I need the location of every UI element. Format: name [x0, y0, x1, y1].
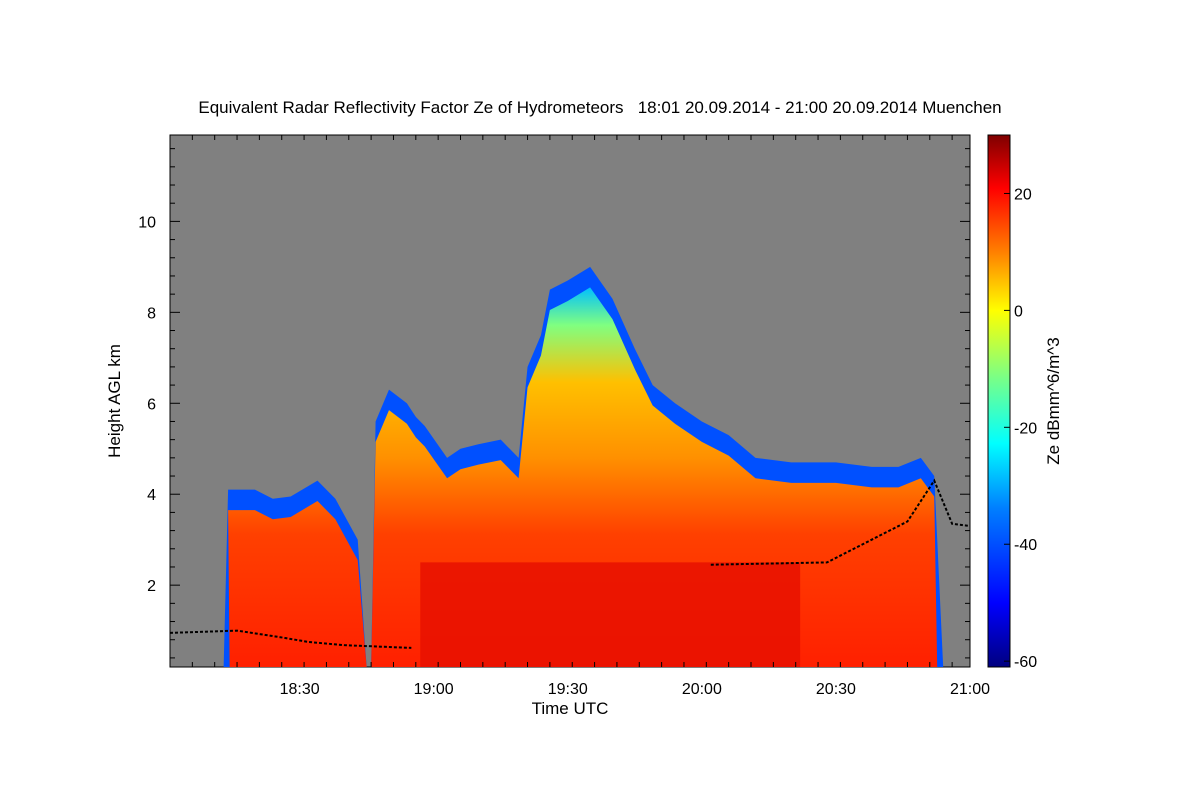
x-tick-label: 20:30 [816, 681, 856, 698]
colorbar-axis: 20 0 -20 -40 -60 [1004, 186, 1037, 671]
x-axis-label: Time UTC [532, 699, 609, 718]
x-tick-label: 21:00 [950, 681, 990, 698]
y-axis: 2 4 6 8 10 [138, 148, 970, 659]
y-tick-label: 4 [147, 487, 156, 504]
x-tick-label: 20:00 [682, 681, 722, 698]
y-tick-label: 10 [138, 214, 156, 231]
y-tick-label: 6 [147, 396, 156, 413]
y-tick-label: 8 [147, 305, 156, 322]
colorbar [987, 134, 1011, 668]
colorbar-tick-label: -20 [1014, 420, 1037, 437]
x-axis: 18:30 19:00 19:30 20:00 20:30 21:00 [169, 135, 990, 698]
rain-core [420, 562, 801, 667]
chart-title: Equivalent Radar Reflectivity Factor Ze … [198, 98, 1002, 117]
x-tick-label: 18:30 [280, 681, 320, 698]
colorbar-tick-label: -60 [1014, 654, 1037, 671]
colorbar-tick-label: -40 [1014, 537, 1037, 554]
cloud-base-line [170, 478, 970, 649]
y-axis-label: Height AGL km [105, 344, 124, 458]
colorbar-tick-label: 20 [1014, 186, 1032, 203]
colorbar-label: Ze dBmm^6/m^3 [1044, 337, 1063, 464]
x-tick-label: 19:00 [414, 681, 454, 698]
colorbar-tick-label: 0 [1014, 303, 1023, 320]
x-tick-label: 19:30 [548, 681, 588, 698]
y-tick-label: 2 [147, 578, 156, 595]
